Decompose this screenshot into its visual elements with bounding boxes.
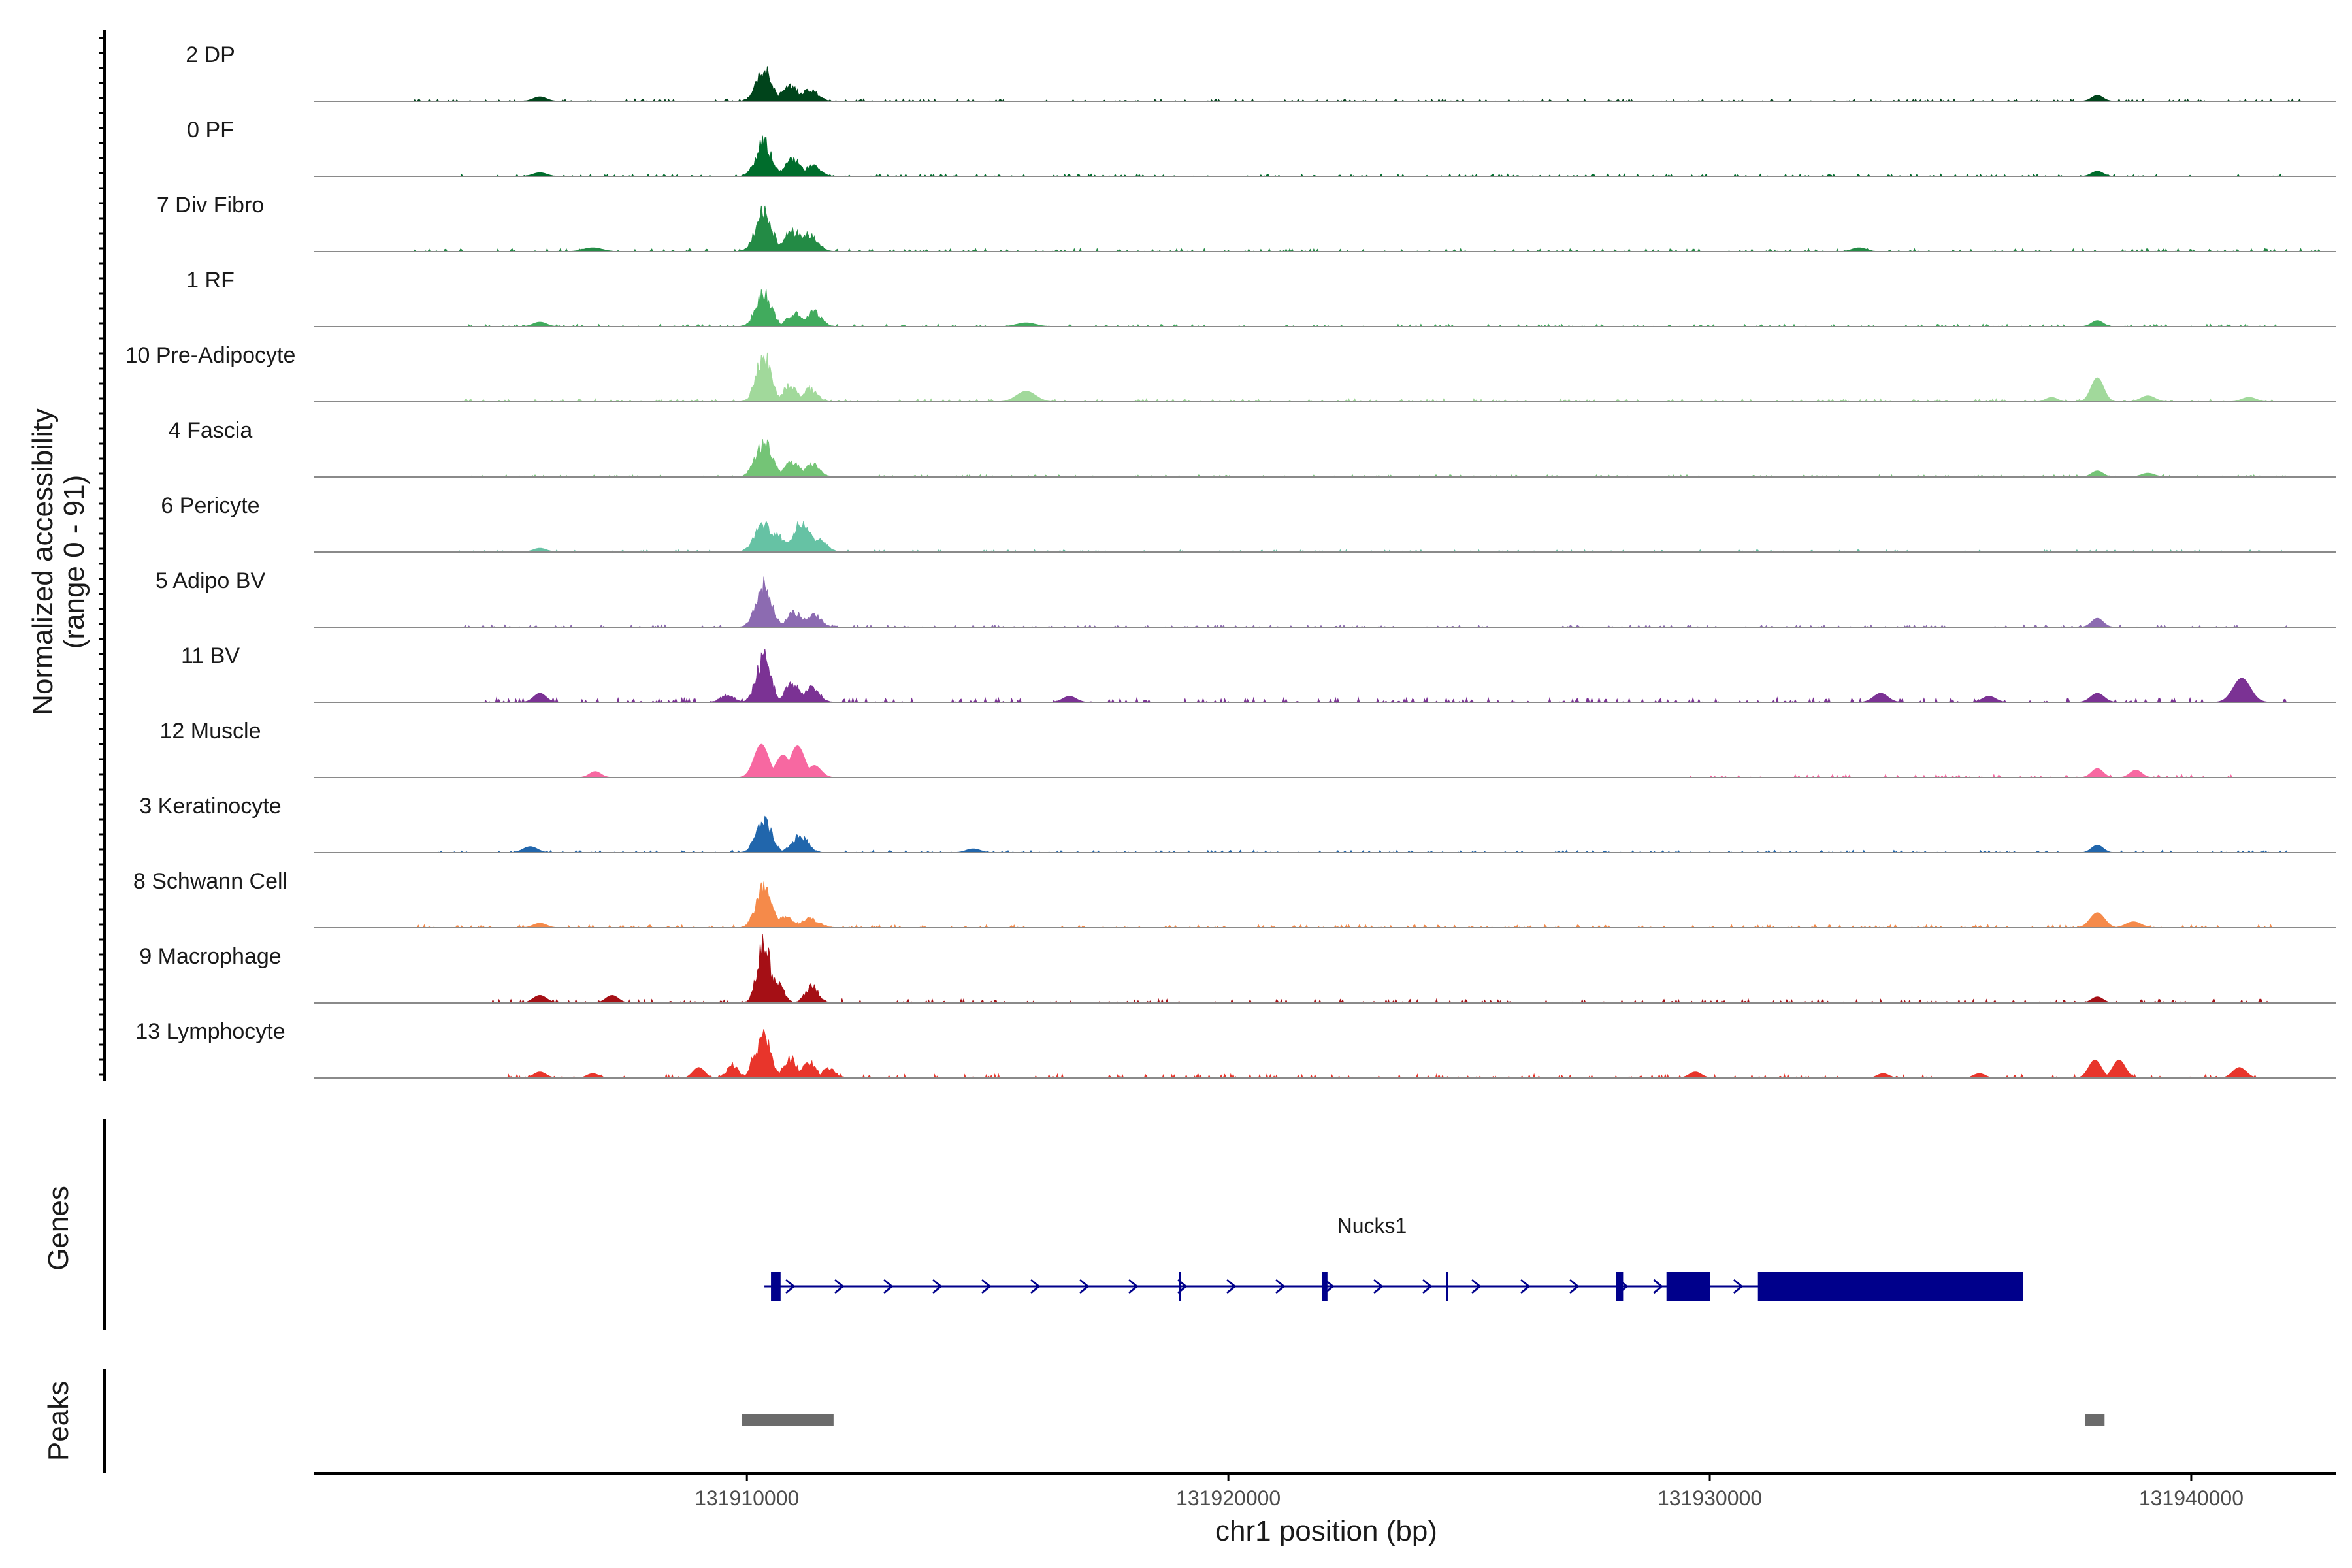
coverage-area — [314, 576, 2336, 628]
track-label: 2 DP — [186, 42, 235, 67]
track-3-keratinocyte: 3 Keratinocyte — [139, 794, 2336, 853]
genes-panel-label: Genes — [42, 1186, 74, 1271]
peaks-panel: Peaks — [42, 1369, 2105, 1473]
genes-panel: Genes Nucks1 — [42, 1119, 2023, 1330]
gene-exon — [771, 1272, 781, 1301]
coverage-area — [314, 881, 2336, 929]
track-label: 0 PF — [187, 118, 234, 142]
track-5-adipo-bv: 5 Adipo BV — [155, 568, 2336, 628]
track-0-pf: 0 PF — [187, 118, 2336, 177]
strand-arrow — [1422, 1279, 1433, 1294]
strand-arrow — [1030, 1279, 1041, 1294]
strand-arrow — [932, 1279, 943, 1294]
coverage-area — [314, 649, 2336, 704]
track-label: 4 Fascia — [169, 418, 253, 443]
strand-arrow — [1373, 1279, 1384, 1294]
coverage-y-axis — [99, 30, 106, 1081]
y-axis-title-line1: Normalized accessibility — [27, 408, 59, 715]
strand-arrow — [834, 1279, 845, 1294]
coverage-area — [314, 135, 2336, 177]
track-10-pre-adipocyte: 10 Pre-Adipocyte — [125, 343, 2336, 403]
peak-region — [2085, 1414, 2105, 1426]
track-label: 5 Adipo BV — [155, 568, 266, 593]
gene-exon — [1666, 1272, 1710, 1301]
coverage-area — [314, 205, 2336, 253]
strand-arrow — [1653, 1279, 1663, 1294]
coverage-area — [314, 66, 2336, 102]
track-8-schwann-cell: 8 Schwann Cell — [133, 869, 2336, 929]
track-9-macrophage: 9 Macrophage — [139, 934, 2336, 1004]
strand-arrow — [1733, 1279, 1744, 1294]
strand-arrow — [1324, 1279, 1335, 1294]
coverage-tracks: 2 DP 0 PF 7 Div Fibro 1 RF 10 Pre-Adipocyte 4… — [125, 42, 2336, 1079]
track-6-pericyte: 6 Pericyte — [161, 493, 2336, 553]
gene-exon — [1757, 1272, 2023, 1301]
x-axis: chr1 position (bp) 131910000 131920000 131… — [314, 1472, 2336, 1547]
track-label: 8 Schwann Cell — [133, 869, 287, 894]
coverage-area — [314, 1029, 2336, 1079]
track-4-fascia: 4 Fascia — [169, 418, 2336, 478]
track-label: 12 Muscle — [160, 719, 261, 743]
peaks-panel-label: Peaks — [42, 1381, 74, 1461]
track-label: 1 RF — [186, 268, 235, 293]
coverage-area — [314, 352, 2336, 403]
gene-exon — [1616, 1272, 1624, 1301]
coverage-area — [314, 815, 2336, 853]
x-tick-label: 131940000 — [2139, 1486, 2244, 1510]
strand-arrow — [1226, 1279, 1237, 1294]
x-tick-label: 131910000 — [694, 1486, 799, 1510]
coverage-area — [314, 289, 2336, 327]
strand-arrow — [1569, 1279, 1580, 1294]
track-1-rf: 1 RF — [186, 268, 2336, 327]
track-2-dp: 2 DP — [186, 42, 2336, 102]
y-axis-title-line2: (range 0 - 91) — [58, 475, 90, 649]
x-axis-title: chr1 position (bp) — [1215, 1515, 1437, 1547]
coverage-area — [314, 743, 2336, 778]
track-label: 9 Macrophage — [139, 944, 281, 969]
track-label: 13 Lymphocyte — [135, 1019, 285, 1044]
track-12-muscle: 12 Muscle — [160, 719, 2336, 778]
strand-arrow — [981, 1279, 992, 1294]
coverage-area — [314, 439, 2336, 478]
track-label: 11 BV — [181, 644, 240, 668]
gene-name-label: Nucks1 — [1337, 1214, 1407, 1237]
gene-exon — [1322, 1272, 1328, 1301]
strand-arrow — [785, 1279, 796, 1294]
track-label: 10 Pre-Adipocyte — [125, 343, 296, 368]
x-tick-label: 131920000 — [1176, 1486, 1281, 1510]
strand-arrow — [1471, 1279, 1482, 1294]
peak-region — [742, 1414, 834, 1426]
strand-arrow — [883, 1279, 894, 1294]
coverage-area — [314, 520, 2336, 553]
strand-arrow — [1128, 1279, 1139, 1294]
strand-arrow — [1520, 1279, 1531, 1294]
track-label: 3 Keratinocyte — [139, 794, 281, 819]
x-tick-label: 131930000 — [1658, 1486, 1762, 1510]
strand-arrow — [1079, 1279, 1090, 1294]
track-7-div-fibro: 7 Div Fibro — [157, 193, 2336, 253]
track-11-bv: 11 BV — [181, 644, 2336, 704]
coverage-area — [314, 934, 2336, 1004]
track-label: 6 Pericyte — [161, 493, 259, 518]
track-label: 7 Div Fibro — [157, 193, 264, 218]
strand-arrow — [1275, 1279, 1286, 1294]
track-13-lymphocyte: 13 Lymphocyte — [135, 1019, 2336, 1079]
